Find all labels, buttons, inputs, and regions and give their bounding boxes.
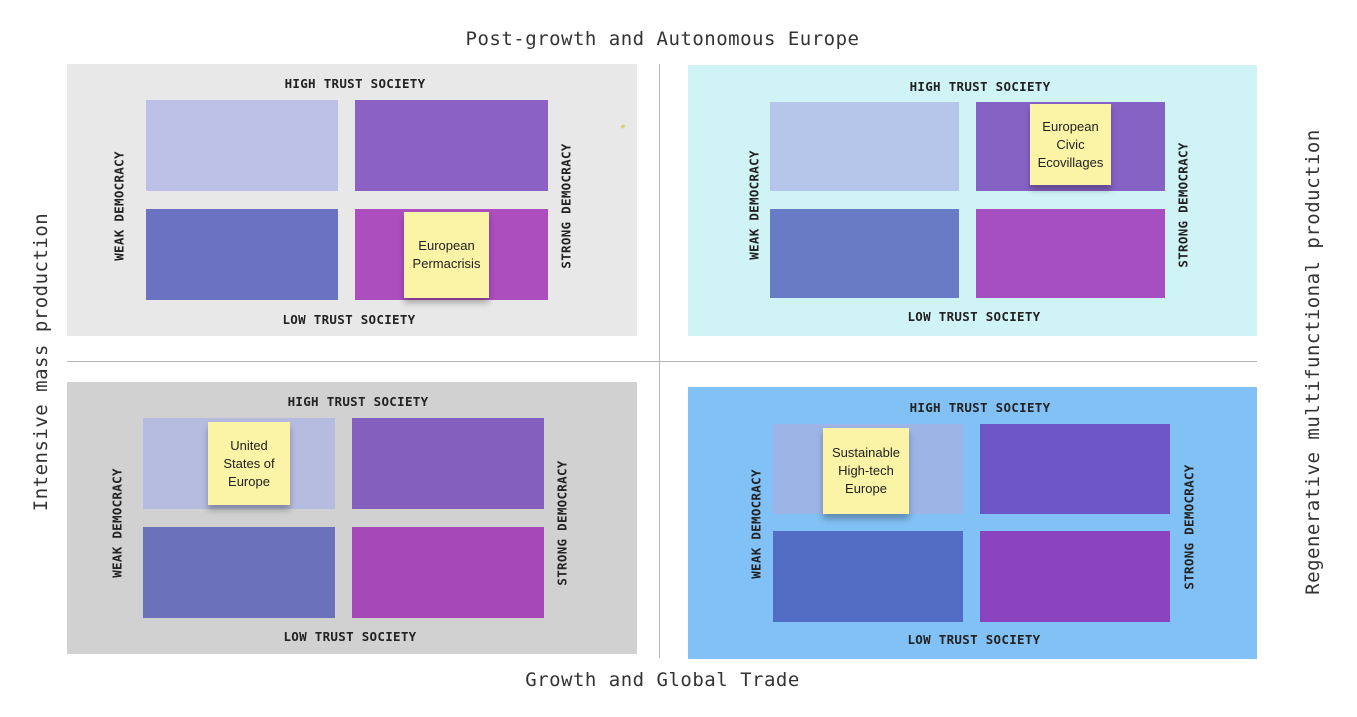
weak-democracy-label-bottom-left: WEAK DEMOCRACY bbox=[109, 468, 125, 578]
strong-democracy-label-bottom-right: STRONG DEMOCRACY bbox=[1181, 464, 1197, 590]
strong-democracy-label-top-right: STRONG DEMOCRACY bbox=[1175, 142, 1191, 268]
low-trust-label-bottom-left: LOW TRUST SOCIETY bbox=[283, 629, 417, 644]
horizontal-divider bbox=[67, 361, 1257, 362]
strong-democracy-label-bottom-left: STRONG DEMOCRACY bbox=[554, 460, 570, 586]
cell-top-right-weak-high bbox=[770, 102, 959, 191]
sticky-note-bottom-right[interactable]: Sustainable High-tech Europe bbox=[823, 428, 909, 514]
axis-label-right: Regenerative multifunctional production bbox=[1302, 129, 1324, 595]
sticky-note-top-left[interactable]: European Permacrisis bbox=[404, 212, 489, 298]
cell-bottom-right-weak-low bbox=[773, 531, 963, 622]
sticky-note-top-right[interactable]: European Civic Ecovillages bbox=[1030, 104, 1111, 185]
high-trust-label-bottom-right: HIGH TRUST SOCIETY bbox=[909, 400, 1051, 415]
high-trust-label-bottom-left: HIGH TRUST SOCIETY bbox=[287, 394, 429, 409]
cell-bottom-right-strong-high bbox=[980, 424, 1170, 514]
weak-democracy-label-top-left: WEAK DEMOCRACY bbox=[111, 151, 127, 261]
high-trust-label-top-left: HIGH TRUST SOCIETY bbox=[284, 76, 426, 91]
cell-bottom-left-strong-low bbox=[352, 527, 544, 618]
axis-label-top: Post-growth and Autonomous Europe bbox=[465, 28, 860, 50]
cell-top-right-strong-low bbox=[976, 209, 1165, 298]
cell-bottom-right-strong-low bbox=[980, 531, 1170, 622]
axis-label-left: Intensive mass production bbox=[30, 212, 52, 512]
cell-top-left-strong-high bbox=[355, 100, 548, 191]
sticky-note-bottom-left[interactable]: United States of Europe bbox=[208, 422, 290, 505]
low-trust-label-top-left: LOW TRUST SOCIETY bbox=[282, 312, 416, 327]
cell-top-right-weak-low bbox=[770, 209, 959, 298]
cell-bottom-left-weak-low bbox=[143, 527, 335, 618]
cell-top-left-weak-high bbox=[146, 100, 338, 191]
low-trust-label-bottom-right: LOW TRUST SOCIETY bbox=[907, 632, 1041, 647]
cell-bottom-left-strong-high bbox=[352, 418, 544, 509]
axis-label-bottom: Growth and Global Trade bbox=[525, 669, 800, 691]
strong-democracy-label-top-left: STRONG DEMOCRACY bbox=[558, 143, 574, 269]
weak-democracy-label-bottom-right: WEAK DEMOCRACY bbox=[748, 469, 764, 579]
cell-top-left-weak-low bbox=[146, 209, 338, 300]
weak-democracy-label-top-right: WEAK DEMOCRACY bbox=[746, 150, 762, 260]
high-trust-label-top-right: HIGH TRUST SOCIETY bbox=[909, 79, 1051, 94]
low-trust-label-top-right: LOW TRUST SOCIETY bbox=[907, 309, 1041, 324]
